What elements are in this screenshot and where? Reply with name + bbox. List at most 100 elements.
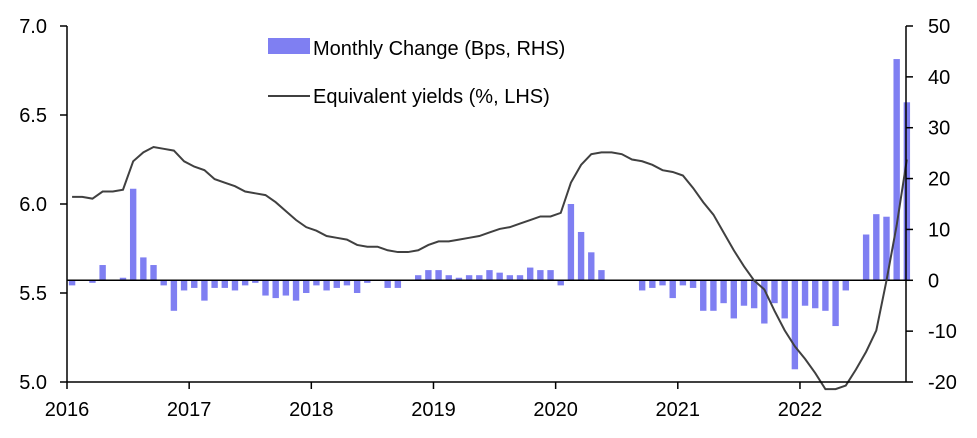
left-tick-label-5.5: 5.5 bbox=[19, 283, 47, 305]
bar-2017-02 bbox=[201, 280, 208, 301]
x-tick-label-2017: 2017 bbox=[167, 399, 212, 421]
bar-2018-06 bbox=[364, 280, 371, 283]
bar-2017-04 bbox=[221, 280, 228, 288]
bar-2021-01 bbox=[679, 280, 687, 286]
bar-2019-05 bbox=[476, 275, 483, 281]
bar-2017-11 bbox=[292, 280, 300, 301]
bar-2018-11 bbox=[415, 275, 422, 281]
bar-2021-03 bbox=[700, 280, 707, 311]
right-tick-label-0: 0 bbox=[928, 270, 939, 292]
bar-2021-08 bbox=[750, 280, 758, 309]
bar-2016-03 bbox=[89, 280, 96, 283]
bar-2016-10 bbox=[160, 280, 167, 286]
bar-2021-07 bbox=[740, 280, 748, 306]
bar-2016-08 bbox=[140, 257, 147, 281]
right-tick-label-30: 30 bbox=[928, 118, 950, 140]
bar-2022-09 bbox=[883, 216, 890, 281]
bar-2020-09 bbox=[638, 280, 646, 291]
bar-2019-09 bbox=[516, 275, 524, 281]
bar-2019-06 bbox=[486, 270, 493, 281]
bar-2022-01 bbox=[801, 280, 809, 306]
bar-2020-10 bbox=[649, 280, 656, 288]
right-tick-label-50: 50 bbox=[928, 16, 950, 38]
left-tick-label-7.0: 7.0 bbox=[19, 16, 47, 38]
bar-2020-02 bbox=[567, 204, 575, 281]
bar-2016-07 bbox=[129, 188, 137, 281]
x-tick-label-2021: 2021 bbox=[656, 399, 701, 421]
bar-2022-03 bbox=[822, 280, 829, 311]
bar-2020-03 bbox=[577, 231, 585, 281]
bar-2021-10 bbox=[771, 280, 778, 304]
bar-2021-02 bbox=[689, 280, 697, 288]
bar-2022-08 bbox=[873, 214, 880, 281]
bar-2017-08 bbox=[262, 280, 269, 296]
bar-2019-01 bbox=[435, 270, 442, 281]
bar-2019-08 bbox=[506, 275, 514, 281]
bar-2019-03 bbox=[455, 277, 463, 281]
bar-2016-01 bbox=[68, 280, 76, 286]
right-tick-label-20: 20 bbox=[928, 169, 950, 191]
legend: Monthly Change (Bps, RHS) Equivalent yie… bbox=[268, 38, 565, 108]
bar-2016-12 bbox=[180, 280, 188, 291]
bar-2017-06 bbox=[241, 280, 249, 286]
bar-2017-01 bbox=[191, 280, 198, 288]
bar-2021-11 bbox=[781, 280, 788, 319]
bar-2016-11 bbox=[170, 280, 178, 311]
bar-2020-04 bbox=[588, 252, 595, 281]
legend-line-label: Equivalent yields (%, LHS) bbox=[313, 86, 550, 108]
left-axis-ticks: 5.0 5.5 6.0 6.5 7.0 bbox=[19, 16, 67, 394]
bar-2018-08 bbox=[384, 280, 391, 288]
bar-2021-12 bbox=[791, 280, 799, 370]
left-tick-label-5.0: 5.0 bbox=[19, 372, 47, 394]
bar-2018-01 bbox=[313, 280, 320, 286]
x-tick-label-2020: 2020 bbox=[533, 399, 578, 421]
equivalent-yields-line bbox=[72, 145, 908, 391]
bar-2022-04 bbox=[832, 280, 839, 327]
bar-2018-02 bbox=[323, 280, 330, 291]
bar-2020-01 bbox=[557, 280, 564, 286]
bar-2016-09 bbox=[150, 265, 157, 281]
bar-2021-06 bbox=[730, 280, 737, 319]
x-axis-ticks: 2016 2017 2018 2019 2020 2021 2022 bbox=[45, 382, 822, 421]
bar-2018-12 bbox=[425, 270, 432, 281]
bar-2022-07 bbox=[862, 234, 870, 281]
bar-2022-10 bbox=[893, 59, 900, 281]
bar-2021-05 bbox=[720, 280, 727, 304]
right-tick-label-40: 40 bbox=[928, 67, 950, 89]
bar-2020-12 bbox=[669, 280, 676, 299]
bar-2020-05 bbox=[598, 270, 605, 281]
bar-2017-05 bbox=[231, 280, 239, 291]
bar-2017-07 bbox=[252, 280, 259, 283]
right-tick-label--10: -10 bbox=[928, 321, 957, 343]
right-tick-label-10: 10 bbox=[928, 219, 950, 241]
bar-2019-02 bbox=[445, 275, 452, 281]
bar-2022-02 bbox=[812, 280, 819, 309]
legend-bar-swatch bbox=[268, 38, 310, 54]
x-tick-label-2016: 2016 bbox=[45, 399, 90, 421]
x-tick-label-2018: 2018 bbox=[289, 399, 334, 421]
x-tick-label-2022: 2022 bbox=[778, 399, 823, 421]
right-tick-label--20: -20 bbox=[928, 372, 957, 394]
bar-2019-12 bbox=[547, 270, 554, 281]
legend-bar-label: Monthly Change (Bps, RHS) bbox=[313, 38, 565, 60]
bar-2018-05 bbox=[353, 280, 361, 293]
bar-2019-10 bbox=[526, 267, 534, 281]
bar-2016-06 bbox=[119, 277, 127, 281]
bar-2018-03 bbox=[333, 280, 340, 288]
bar-2022-05 bbox=[842, 280, 849, 291]
right-axis-ticks: -20 -10 0 10 20 30 40 50 bbox=[906, 16, 957, 394]
bar-2021-09 bbox=[761, 280, 768, 324]
left-tick-label-6.0: 6.0 bbox=[19, 194, 47, 216]
bar-2017-12 bbox=[303, 280, 310, 293]
bar-2018-09 bbox=[394, 280, 402, 288]
bar-2019-07 bbox=[496, 272, 503, 281]
bar-2016-04 bbox=[99, 265, 106, 281]
left-tick-label-6.5: 6.5 bbox=[19, 105, 47, 127]
bar-2022-11 bbox=[903, 102, 911, 281]
bar-2018-04 bbox=[343, 280, 351, 286]
bar-2019-04 bbox=[465, 275, 473, 281]
bar-2021-04 bbox=[710, 280, 717, 311]
bar-series bbox=[68, 59, 911, 370]
bar-2020-11 bbox=[659, 280, 666, 286]
